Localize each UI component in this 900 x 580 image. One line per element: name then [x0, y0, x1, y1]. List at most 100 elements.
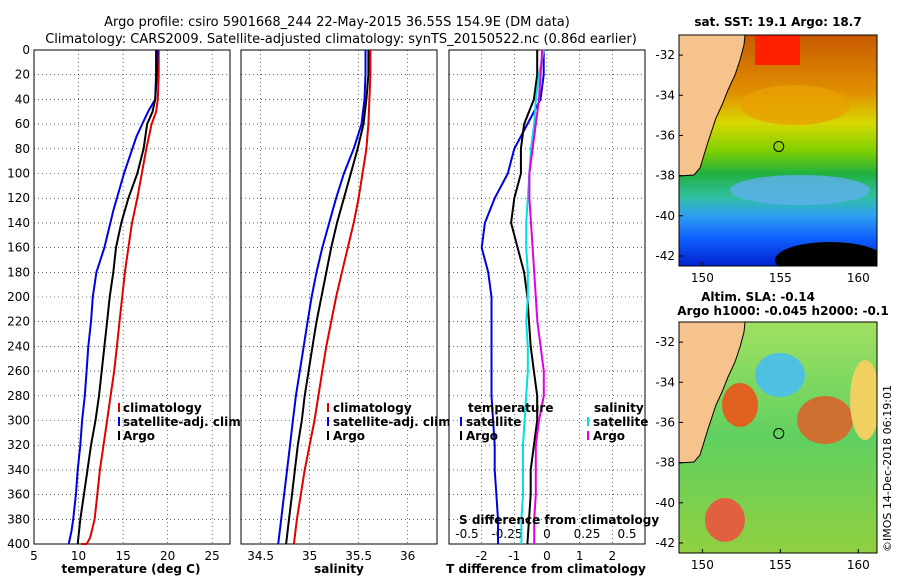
legend-swatch-s-satellite: [587, 417, 589, 426]
legend-label-argo: Argo: [333, 429, 365, 443]
salinity-legend: climatology satellite-adj. clim. Argo: [327, 401, 455, 443]
difference-xlabel: T difference from climatology: [446, 562, 646, 576]
difference-axes-box: [448, 49, 646, 545]
map-x-tick-label: 155: [769, 271, 792, 285]
y-tick-label: 120: [7, 191, 30, 205]
legend-label-t-argo: Argo: [466, 429, 498, 443]
map-x-tick-label: 160: [847, 271, 870, 285]
y-tick-label: 360: [7, 488, 30, 502]
sla-land: [679, 322, 746, 464]
sla-map-subtitle: Argo h1000: -0.045 h2000: -0.1: [677, 304, 888, 318]
sst-land: [679, 35, 746, 177]
temperature-panel: 0 20 40 60 80 100 120 140 160 180 200 220 240 260 280 3…: [7, 43, 245, 576]
sla-east-anomaly: [850, 360, 877, 440]
sla-map-frame: [678, 321, 878, 554]
series-line-argo: [285, 50, 370, 545]
x-tick-label: 36: [400, 549, 415, 563]
temperature-xticks: 5 10 15 20 25: [30, 549, 220, 563]
sla-map-title: Altim. SLA: -0.14: [701, 290, 815, 304]
sla-red-eddy: [722, 383, 758, 427]
sst-orange-patch: [740, 85, 850, 125]
series-line-satellite-adj-clim-: [277, 50, 367, 545]
x-tick-label: 35: [302, 549, 317, 563]
y-tick-label: 400: [7, 537, 30, 551]
sla-orange-eddy: [797, 396, 853, 444]
y-tick-label: 140: [7, 216, 30, 230]
salinity-lines: [277, 50, 372, 545]
x-tick-label: -1: [508, 549, 520, 563]
x-tick-label: 10: [71, 549, 86, 563]
argo-float-marker: [773, 140, 785, 152]
y-tick-label: 240: [7, 339, 30, 353]
temperature-grid: [33, 49, 230, 545]
sst-map-ticks: 150 155 160 -32 -34 -36 -38 -40 -42: [655, 48, 869, 285]
map-y-tick-label: -38: [655, 456, 675, 470]
legend-label-argo: Argo: [123, 429, 155, 443]
temperature-xlabel: temperature (deg C): [62, 562, 201, 576]
y-tick-label: 160: [7, 241, 30, 255]
sla-south-eddy: [705, 498, 745, 542]
series-line-satellite-adj-clim-: [67, 49, 159, 545]
difference-xlabel-top: S difference from climatology: [459, 513, 659, 527]
x-tick-label: 35.5: [345, 549, 372, 563]
legend-swatch-climatology: [118, 403, 120, 412]
legend-swatch-argo: [327, 431, 329, 440]
legend-label-climatology: climatology: [333, 401, 412, 415]
x-tick-label: 1: [576, 549, 584, 563]
difference-panel: -2 -1 0 1 2 -0.5 -0.25 0 0.25 0.5 S difference f…: [446, 49, 659, 576]
y-tick-label: 100: [7, 167, 30, 181]
map-y-tick-label: -32: [655, 335, 675, 349]
sla-map: Altim. SLA: -0.14 Argo h1000: -0.045 h20…: [655, 290, 888, 572]
map-x-tick-label: 150: [691, 558, 714, 572]
salinity-axes-box: [240, 49, 438, 545]
y-tick-label: 340: [7, 463, 30, 477]
x-tick-label: 2: [609, 549, 617, 563]
legend-swatch-argo: [118, 431, 120, 440]
legend-heading-temperature: temperature: [468, 401, 553, 415]
y-tick-label: 60: [15, 117, 30, 131]
map-x-tick-label: 160: [847, 558, 870, 572]
legend-swatch-t-argo: [460, 431, 462, 440]
temperature-yticks: 0 20 40 60 80 100 120 140 160 180 200 220 240 260 280 3…: [7, 43, 30, 551]
legend-label-satellite: satellite-adj. clim.: [123, 415, 245, 429]
map-y-tick-label: -36: [655, 415, 675, 429]
difference-lines: [480, 49, 545, 545]
map-x-tick-label: 155: [769, 558, 792, 572]
map-y-tick-label: -36: [655, 128, 675, 142]
y-tick-label: 280: [7, 389, 30, 403]
argo-float-marker: [773, 427, 785, 439]
salinity-grid: [241, 49, 437, 545]
salinity-xlabel: salinity: [314, 562, 364, 576]
temperature-axes-box: [33, 49, 231, 545]
series-line-argo: [76, 50, 158, 545]
sst-warm-patch: [755, 35, 800, 65]
y-tick-label: 320: [7, 438, 30, 452]
sst-map-title: sat. SST: 19.1 Argo: 18.7: [694, 15, 861, 29]
top-x-tick-label: 0: [543, 527, 551, 541]
top-x-tick-label: -0.25: [491, 527, 522, 541]
map-y-tick-label: -42: [655, 536, 675, 550]
legend-swatch-s-argo: [587, 431, 589, 440]
legend-swatch-satellite: [327, 417, 329, 426]
x-tick-label: -2: [476, 549, 488, 563]
legend-swatch-satellite: [118, 417, 120, 426]
legend-swatch-t-satellite: [460, 417, 462, 426]
sst-black-region: [775, 242, 877, 266]
legend-label-s-satellite: satellite: [593, 415, 648, 429]
title-line-2: Climatology: CARS2009. Satellite-adjuste…: [45, 32, 637, 47]
sst-map-frame: [678, 34, 878, 267]
map-y-tick-label: -38: [655, 169, 675, 183]
legend-heading-salinity: salinity: [594, 401, 644, 415]
y-tick-label: 260: [7, 364, 30, 378]
series-line-salinity-satellite: [520, 49, 545, 544]
x-tick-label: 34.5: [247, 549, 274, 563]
map-y-tick-label: -32: [655, 48, 675, 62]
legend-swatch-climatology: [327, 403, 329, 412]
y-tick-label: 0: [22, 43, 30, 57]
series-line-salinity-argo: [528, 49, 545, 544]
x-tick-label: 5: [30, 549, 38, 563]
legend-label-satellite: satellite-adj. clim.: [333, 415, 455, 429]
y-tick-label: 380: [7, 512, 30, 526]
series-line-climatology: [81, 50, 160, 545]
